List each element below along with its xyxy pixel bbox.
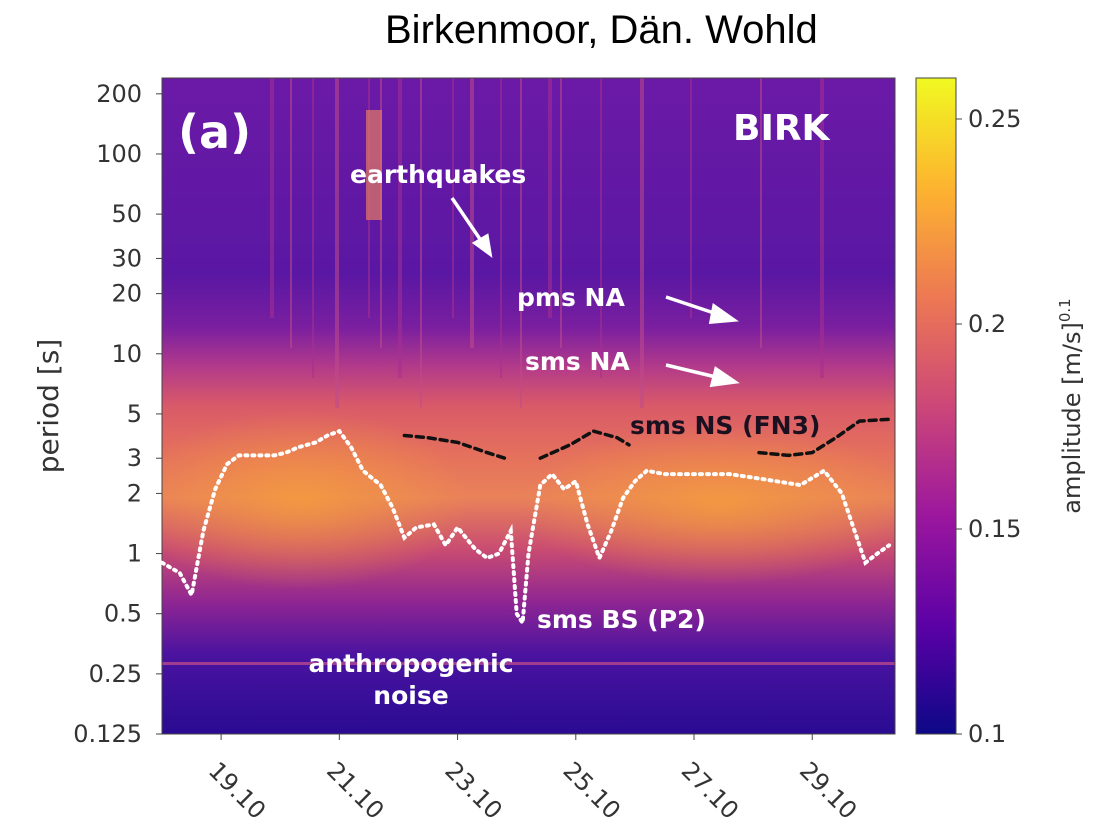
- colorbar-label: amplitude [m/s]0.1: [1056, 298, 1086, 513]
- streak: [548, 78, 552, 318]
- noise-line: [162, 662, 895, 665]
- x-tick-label: 21.10: [321, 756, 389, 824]
- pms-na-arrowhead: [708, 303, 739, 324]
- series-white-dotted: [160, 428, 892, 629]
- streak: [398, 78, 402, 378]
- streak: [560, 78, 562, 348]
- x-ticks: 19.10 21.10 23.10 25.10 27.10 29.10: [203, 734, 862, 825]
- streak-bright: [366, 110, 382, 220]
- panel-label: (a): [178, 105, 251, 159]
- y-tick-label: 2: [127, 479, 142, 507]
- x-tick-label: 27.10: [676, 756, 744, 824]
- streak: [290, 78, 292, 348]
- series-black-dashed: [757, 417, 891, 458]
- y-tick-label: 0.5: [104, 600, 142, 628]
- colorbar-label-text: amplitude [m/s]: [1058, 322, 1086, 514]
- streak: [760, 78, 762, 348]
- sms-na-arrow: [665, 363, 721, 380]
- heatmap-area: [162, 78, 895, 734]
- x-tick-label: 29.10: [794, 756, 862, 824]
- annotation-pms-na: pms NA: [517, 283, 625, 312]
- y-tick-label: 10: [111, 340, 142, 368]
- sms-na-arrowhead: [709, 366, 740, 388]
- y-tick-label: 0.125: [73, 720, 142, 748]
- y-tick-label: 20: [111, 280, 142, 308]
- warm-band-right: [520, 425, 895, 585]
- series-black-dashed: [538, 429, 631, 460]
- earthquakes-arrow: [450, 197, 486, 246]
- y-tick-label: 30: [111, 244, 142, 272]
- streak: [520, 78, 522, 408]
- y-ticks: 200 100 50 30 20 10 5 3 2 1 0.5 0.25 0.125: [73, 80, 162, 748]
- pms-na-arrow: [665, 295, 721, 317]
- streak: [420, 78, 422, 408]
- streak: [600, 78, 602, 378]
- series-black-dashed: [402, 433, 507, 460]
- streak: [470, 78, 474, 348]
- plot-frame: [161, 77, 896, 735]
- annotation-sms-ns-fn3: sms NS (FN3): [630, 411, 820, 440]
- x-tick-label: 25.10: [558, 756, 626, 824]
- y-tick-label: 1: [127, 540, 142, 568]
- y-tick-label: 3: [127, 444, 142, 472]
- figure-title: Birkenmoor, Dän. Wohld: [385, 8, 818, 52]
- colorbar: [915, 77, 957, 735]
- earthquakes-arrowhead: [471, 233, 493, 258]
- y-tick-label: 5: [127, 400, 142, 428]
- colorbar-ticks: 0.25 0.2 0.15 0.1: [956, 105, 1021, 748]
- streak: [335, 78, 339, 408]
- colorbar-tick-label: 0.2: [968, 310, 1006, 338]
- station-label: BIRK: [733, 108, 831, 149]
- vertical-streaks: [162, 78, 895, 665]
- annotation-anthropogenic: anthropogenic: [308, 649, 513, 678]
- x-tick-label: 19.10: [203, 756, 271, 824]
- x-tick-label: 23.10: [439, 756, 507, 824]
- y-tick-label: 50: [111, 200, 142, 228]
- y-tick-label: 200: [96, 80, 142, 108]
- streak: [640, 78, 644, 408]
- arrows: [450, 197, 740, 388]
- y-tick-label: 100: [96, 140, 142, 168]
- streak: [312, 78, 314, 378]
- annotation-sms-na: sms NA: [525, 347, 630, 376]
- streak: [820, 78, 824, 378]
- streak: [690, 78, 692, 318]
- colorbar-tick-label: 0.25: [968, 105, 1021, 133]
- y-tick-label: 0.25: [89, 660, 142, 688]
- streak: [500, 78, 502, 378]
- heatmap-background: [162, 78, 895, 734]
- colorbar-tick-label: 0.1: [968, 720, 1006, 748]
- colorbar-tick-label: 0.15: [968, 515, 1021, 543]
- annotation-sms-bs-p2: sms BS (P2): [537, 605, 706, 634]
- colorbar-label-exponent: 0.1: [1056, 298, 1074, 322]
- annotation-noise: noise: [373, 681, 448, 710]
- streak: [270, 78, 274, 318]
- y-axis-label: period [s]: [32, 339, 65, 474]
- series-layer: [160, 417, 892, 629]
- annotation-earthquakes: earthquakes: [350, 160, 526, 189]
